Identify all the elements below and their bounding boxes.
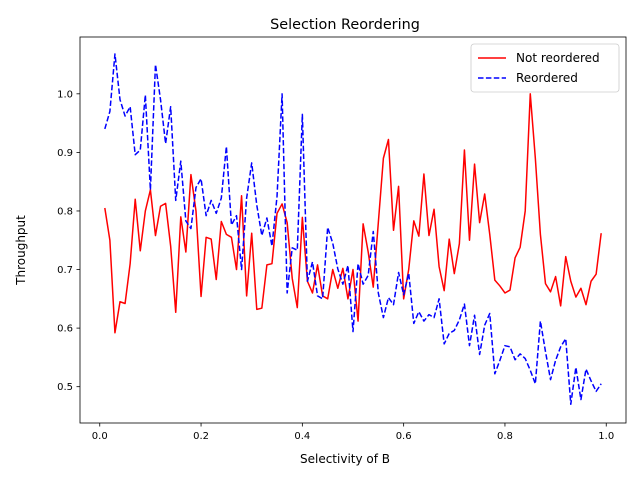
y-tick-label: 1.0 (57, 89, 73, 100)
series-line-1 (104, 53, 602, 406)
x-tick-label: 1.0 (598, 431, 614, 442)
y-tick-label: 0.6 (57, 324, 73, 335)
plot-area (79, 36, 627, 424)
x-tick-label: 0.0 (92, 431, 108, 442)
axis-ticks: 0.0 0.2 0.4 0.6 0.8 1.0 0.5 0.6 0.7 0.8 0.9 1.0 (57, 89, 614, 442)
y-tick-label: 0.8 (57, 206, 73, 217)
y-tick-label: 0.5 (57, 382, 73, 393)
y-axis-label: Throughput (14, 215, 28, 286)
y-tick-label: 0.9 (57, 148, 73, 159)
legend-label-0: Not reordered (516, 51, 600, 65)
x-tick-label: 0.2 (193, 431, 209, 442)
x-tick-label: 0.4 (294, 431, 310, 442)
y-tick-label: 0.7 (57, 265, 73, 276)
chart-title: Selection Reordering (270, 17, 420, 33)
x-axis-label: Selectivity of B (300, 452, 390, 466)
legend-label-1: Reordered (516, 71, 578, 85)
legend: Not reordered Reordered (470, 43, 620, 93)
series-lines (104, 53, 602, 406)
x-tick-label: 0.6 (396, 431, 412, 442)
legend-box (470, 43, 620, 93)
series-line-0 (104, 93, 602, 334)
x-tick-label: 0.8 (497, 431, 513, 442)
